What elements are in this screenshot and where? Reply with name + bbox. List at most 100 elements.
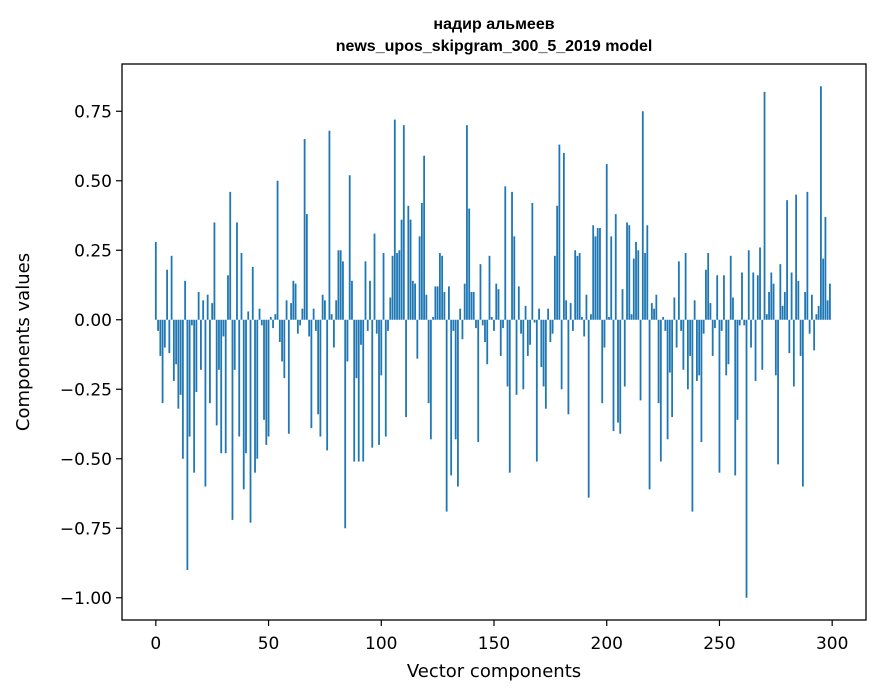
bar — [159, 319, 162, 356]
bar — [441, 255, 444, 320]
bar — [481, 319, 484, 326]
bar — [810, 294, 813, 320]
bar — [547, 308, 550, 320]
bar — [502, 319, 504, 329]
bar — [179, 319, 182, 395]
bar — [314, 319, 317, 331]
bar — [434, 286, 437, 320]
bar — [542, 319, 545, 387]
chart-title-line1: надир альмеев — [433, 16, 554, 33]
bar — [438, 253, 441, 320]
bar — [357, 319, 360, 462]
bar — [220, 319, 223, 454]
bar — [463, 283, 466, 320]
bar — [499, 319, 502, 356]
bar — [486, 319, 489, 365]
bar — [820, 86, 822, 320]
bar — [653, 308, 655, 320]
bar — [648, 319, 651, 490]
bar — [276, 180, 279, 320]
bar — [188, 319, 191, 437]
plot-area-frame — [121, 63, 867, 621]
bar — [360, 319, 362, 345]
bar — [515, 319, 518, 395]
bar — [177, 319, 180, 409]
x-tick-label: 0 — [150, 634, 161, 654]
bar — [702, 319, 705, 334]
bar — [402, 125, 405, 320]
bar — [457, 319, 459, 487]
bar — [163, 319, 166, 348]
bar — [759, 247, 761, 320]
bar — [312, 308, 315, 320]
bar — [583, 319, 586, 337]
bar — [317, 319, 320, 415]
bar — [544, 319, 547, 409]
bar — [335, 300, 338, 320]
bar — [754, 319, 757, 381]
bar — [461, 319, 464, 340]
bar — [581, 316, 583, 320]
bar — [263, 319, 265, 420]
bar — [484, 319, 486, 342]
bar — [436, 286, 439, 320]
bar — [472, 291, 475, 320]
bar — [720, 319, 723, 331]
bar — [429, 319, 432, 440]
bar — [407, 205, 410, 320]
bar — [490, 316, 493, 320]
bar — [274, 314, 277, 320]
bar — [301, 308, 304, 320]
bar — [675, 319, 678, 348]
bar — [650, 303, 653, 320]
bar — [310, 319, 313, 429]
bar — [166, 269, 168, 320]
bar — [639, 319, 642, 401]
bar — [265, 319, 268, 445]
y-tick-label: −1.00 — [60, 589, 112, 609]
bar — [353, 319, 356, 462]
bar — [632, 258, 635, 320]
bar — [373, 233, 376, 320]
bar — [808, 319, 811, 334]
bar — [337, 250, 340, 320]
bar — [655, 294, 658, 320]
bar — [267, 319, 270, 437]
bar — [619, 319, 622, 434]
bar — [396, 253, 398, 320]
bar — [400, 219, 403, 320]
bar — [736, 319, 739, 420]
bar — [716, 275, 719, 320]
bar — [222, 319, 225, 337]
bar — [405, 319, 407, 418]
bar — [333, 319, 335, 348]
bar — [610, 236, 613, 320]
bar — [572, 319, 574, 331]
bar — [409, 219, 412, 320]
bar — [371, 319, 374, 448]
bar — [319, 319, 322, 437]
bar — [508, 319, 511, 473]
bar — [765, 314, 768, 320]
bar — [299, 319, 302, 326]
bar — [204, 319, 207, 487]
bar — [813, 319, 816, 351]
bar — [795, 194, 798, 320]
bar — [612, 319, 615, 431]
bar — [799, 319, 802, 356]
bar — [466, 125, 468, 320]
bar — [281, 319, 283, 362]
bar — [328, 130, 331, 320]
bar — [788, 319, 791, 354]
bar — [321, 294, 324, 320]
x-tick-label: 300 — [816, 634, 848, 654]
bar — [488, 255, 491, 320]
bar — [272, 319, 274, 329]
bar — [454, 319, 457, 440]
bar — [774, 319, 777, 376]
bar — [666, 319, 669, 440]
bar — [513, 236, 516, 320]
bar — [236, 222, 238, 320]
bar — [260, 319, 263, 326]
